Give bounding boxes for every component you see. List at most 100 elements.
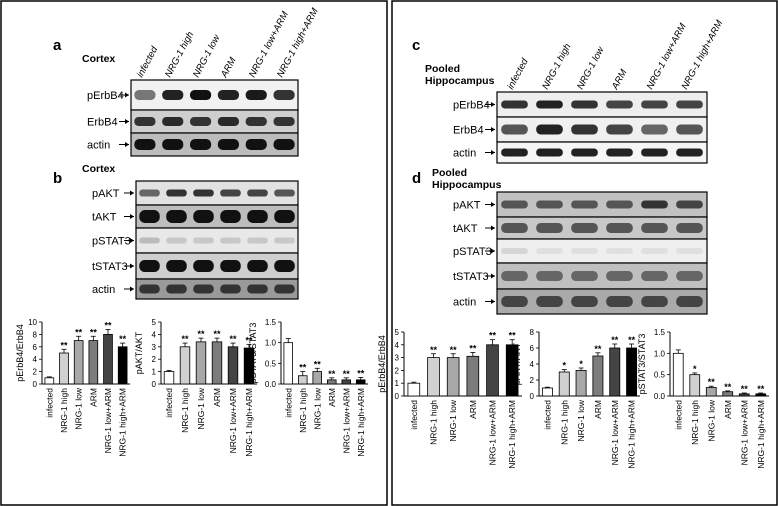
bar [163, 371, 175, 385]
cortex-pakt-blot [135, 180, 299, 206]
cortex-perbb4-label: pErbB4 [87, 90, 124, 102]
panel-b-tissue: Cortex [82, 163, 115, 175]
cortex-actin-blot [130, 132, 299, 157]
cortex-lane-label: NRG-1 low [191, 32, 223, 79]
x-tick-label: NRG-1 low [706, 399, 716, 441]
y-tick-label: 2 [33, 368, 38, 377]
x-tick-label: NRG-1 high [429, 400, 439, 445]
x-tick-label: NRG-1 low+ARM [610, 400, 620, 465]
panel-b-letter: b [53, 170, 62, 187]
bar-chart: 0.0 0.5 1.0 1.5 pSTAT3/STAT3 infected ** NRG-1 … [248, 318, 368, 457]
x-tick-label: NRG-1 high+ARM [244, 388, 254, 457]
panel-d-tissue-line2: Hippocampus [432, 179, 502, 191]
significance-label: ** [430, 345, 438, 355]
x-tick-label: NRG-1 low [196, 387, 206, 429]
y-axis-label: pErbB4/ErbB4 [15, 324, 25, 382]
cortex-actin-b-band [193, 284, 214, 294]
y-axis-label: pSTAT3/STAT3 [637, 334, 647, 395]
bar [541, 387, 553, 397]
x-tick-label: ARM [723, 400, 733, 419]
cortex-erbb4-band [134, 117, 156, 126]
hippo-erbb4-band [536, 124, 563, 135]
panel-d-letter: d [412, 170, 421, 187]
cortex-erbb4-arrowhead [125, 119, 129, 124]
cortex-pakt-band [166, 189, 187, 197]
hippo-actin-band [501, 148, 528, 157]
x-tick-label: NRG-1 low [312, 387, 322, 429]
hippo-pstat3-blot [496, 238, 708, 264]
cortex-actin-band [245, 139, 267, 150]
bar [755, 393, 767, 397]
significance-label: ** [119, 334, 127, 344]
cortex-tstat3-blot [135, 252, 299, 280]
cortex-actin-b-band [166, 284, 187, 294]
cortex-actin-b-band [274, 284, 295, 294]
hippo-pstat3-band [536, 248, 563, 254]
hippo-pakt-label: pAKT [453, 200, 481, 212]
hippo-actin-blot [496, 141, 708, 164]
hippo-actin-d-band [501, 296, 528, 307]
hippo-pakt-band [606, 200, 633, 209]
hippo-perbb4-blot [496, 91, 708, 118]
hippo-actin-band [536, 148, 563, 157]
significance-label: ** [104, 320, 112, 330]
bar [689, 374, 701, 397]
x-tick-label: ARM [88, 388, 98, 407]
y-tick-label: 1.0 [265, 339, 277, 348]
hippo-pakt-band [571, 200, 598, 209]
bar [211, 341, 223, 385]
cortex-takt-band [247, 210, 268, 223]
bar [466, 355, 480, 397]
cortex-perbb4-band [273, 90, 295, 100]
x-tick-label: NRG-1 low+ARM [488, 400, 498, 465]
hippo-perbb4-label: pErbB4 [453, 100, 490, 112]
y-tick-label: 6 [530, 344, 535, 353]
y-tick-label: 0 [530, 392, 535, 401]
hippo-erbb4-band [676, 124, 703, 135]
cortex-takt-blot [135, 204, 299, 229]
hippo-actin-d-blot [496, 288, 708, 315]
y-tick-label: 0 [33, 380, 38, 389]
cortex-takt-band [274, 210, 295, 223]
hippo-pstat3-band [606, 248, 633, 254]
bar-chart: 0 1 2 3 4 5 pAKT/AKT infected ** NRG-1 high ** NRG-… [134, 318, 257, 457]
hippo-takt-band [676, 223, 703, 233]
x-tick-label: NRG-1 low [576, 399, 586, 441]
cortex-erbb4-band [273, 117, 295, 126]
x-tick-label: NRG-1 low+ARM [341, 388, 351, 453]
panel-c-tissue-line1: Pooled [425, 63, 460, 75]
x-tick-label: infected [542, 400, 552, 430]
bar-chart: 0.0 0.5 1.0 1.5 pSTAT3/STAT3 infected * NRG-1 h… [637, 328, 769, 469]
hippo-perbb4-band [536, 100, 563, 109]
bar [486, 344, 499, 397]
hippo-takt-label: tAKT [453, 223, 478, 235]
cortex-pstat3-band [274, 237, 295, 244]
significance-label: ** [314, 359, 322, 369]
significance-label: ** [628, 335, 636, 345]
y-tick-label: 3 [395, 354, 400, 363]
x-tick-label: ARM [468, 400, 478, 419]
x-tick-label: NRG-1 high [59, 388, 69, 433]
y-tick-label: 10 [28, 318, 37, 327]
hippo-takt-arrowhead [491, 225, 495, 231]
significance-label: ** [343, 369, 351, 379]
cortex-pstat3-band [247, 237, 268, 244]
hippo-pstat3-band [571, 248, 598, 254]
cortex-erbb4-band [162, 117, 184, 126]
cortex-actin-b-label: actin [92, 284, 115, 296]
hippo-erbb4-band [501, 124, 528, 135]
hippo-actin-band [571, 148, 598, 157]
x-tick-label: NRG-1 low [74, 387, 84, 429]
y-tick-label: 1.0 [654, 349, 666, 358]
panel-c-tissue-line2: Hippocampus [425, 75, 495, 87]
cortex-pstat3-band [139, 237, 160, 244]
significance-label: * [693, 364, 697, 374]
cortex-pstat3-arrowhead [130, 238, 134, 243]
hippo-pakt-arrowhead [491, 202, 495, 207]
significance-label: ** [75, 327, 83, 337]
y-tick-label: 4 [152, 330, 157, 339]
significance-label: ** [611, 335, 619, 345]
significance-label: ** [357, 368, 365, 378]
significance-label: ** [90, 327, 98, 337]
cortex-tstat3-band [274, 260, 295, 272]
